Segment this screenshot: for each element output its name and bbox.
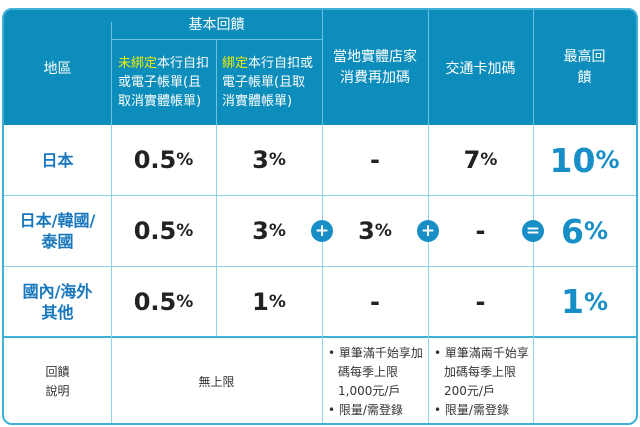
plus-icon: +	[311, 220, 333, 242]
header-unbound: 未綁定本行自扣或電子帳單(且取消實體帳單)	[112, 40, 216, 125]
bound-text: 本行自扣或電子帳單(且取消實體帳單)	[222, 56, 314, 109]
note-item: • 限量/需登錄	[328, 402, 403, 417]
transit-value: 7%	[463, 146, 498, 174]
unbound-value: 0.5%	[133, 146, 194, 174]
local-value: -	[370, 287, 380, 316]
bound-value: 3%	[252, 217, 286, 245]
header-region: 地區	[4, 10, 111, 125]
notes-basic: 無上限	[198, 375, 235, 389]
row-region: 日本/韓國/泰國	[19, 211, 96, 251]
local-value: -	[370, 146, 380, 174]
equals-icon: =	[522, 220, 544, 242]
row-region: 日本	[41, 150, 74, 170]
unbound-value: 0.5%	[133, 217, 194, 245]
header-local: 當地實體店家消費再加碼	[322, 10, 428, 125]
transit-value: -	[475, 217, 486, 245]
row-region: 國內/海外其他	[22, 281, 93, 322]
bound-value: 1%	[252, 287, 286, 316]
notes-label: 回饋說明	[45, 364, 70, 398]
bound-value: 3%	[252, 146, 286, 174]
transit-value: -	[475, 287, 486, 316]
note-item: • 單筆滿兩千始享加碼每季上限200元/戶	[434, 345, 529, 398]
header-max: 最高回饋	[533, 10, 636, 125]
notes-transit: • 單筆滿兩千始享加碼每季上限200元/戶 • 限量/需登錄	[428, 338, 533, 423]
unbound-highlight: 未綁定	[118, 56, 158, 71]
note-item: • 限量/需登錄	[434, 402, 509, 417]
header-bound: 綁定本行自扣或電子帳單(且取消實體帳單)	[217, 40, 321, 125]
rewards-table: 地區 基本回饋 未綁定本行自扣或電子帳單(且取消實體帳單) 綁定本行自扣或電子帳…	[2, 8, 638, 425]
note-item: • 單筆滿千始享加碼每季上限1,000元/戶	[328, 345, 423, 398]
unbound-text: 本行自扣或電子帳單(且取消實體帳單)	[118, 56, 210, 109]
notes-local: • 單筆滿千始享加碼每季上限1,000元/戶 • 限量/需登錄	[322, 338, 428, 423]
max-value: 6%	[560, 211, 608, 251]
header-basic: 基本回饋	[111, 10, 322, 38]
bound-highlight: 綁定	[222, 56, 249, 71]
local-value: 3%	[358, 217, 392, 245]
max-value: 1%	[560, 282, 608, 321]
plus-icon: +	[417, 220, 439, 242]
unbound-value: 0.5%	[133, 287, 194, 316]
header-transit: 交通卡加碼	[428, 10, 533, 125]
max-value: 10%	[549, 140, 620, 180]
